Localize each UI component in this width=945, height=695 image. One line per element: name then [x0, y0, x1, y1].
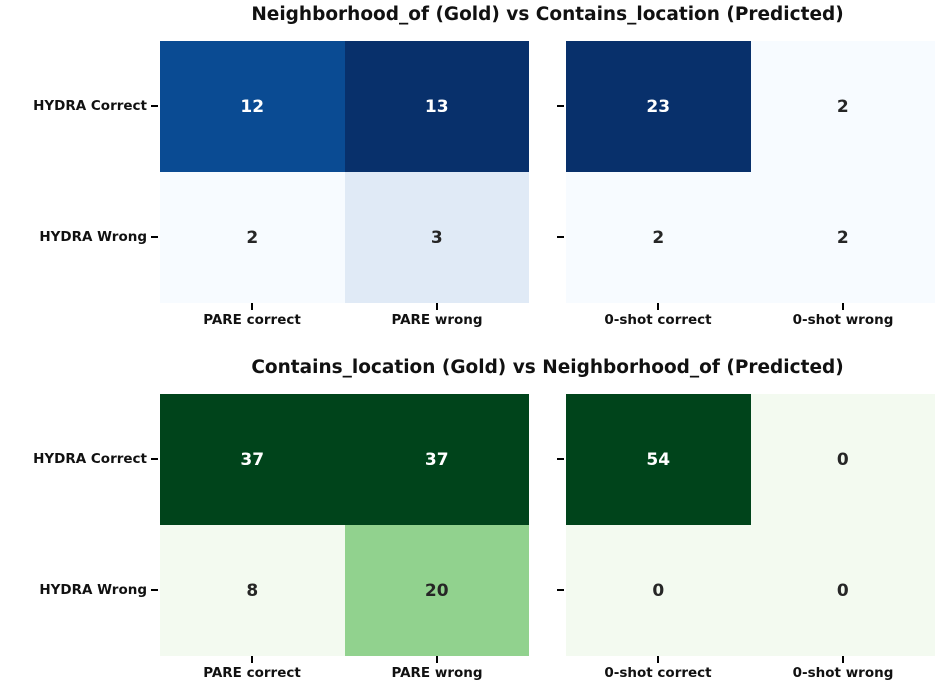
x-axis-label-0shot-wrong: 0-shot wrong: [792, 312, 894, 328]
x-tick: [436, 303, 438, 310]
heatmap-cell: 8: [160, 525, 345, 656]
y-tick: [557, 458, 564, 460]
y-axis-label-hydra-wrong: HYDRA Wrong: [39, 582, 147, 598]
heatmap-cell: 2: [566, 172, 751, 303]
x-tick: [842, 656, 844, 663]
chart-title: Neighborhood_of (Gold) vs Contains_locat…: [251, 4, 844, 25]
y-tick: [557, 105, 564, 107]
heatmap-panel-pare: 37 37 8 20: [160, 394, 529, 656]
x-tick: [251, 656, 253, 663]
y-tick: [151, 236, 158, 238]
y-tick: [151, 458, 158, 460]
x-axis-label-pare-correct: PARE correct: [203, 665, 301, 681]
confusion-chart-contains-location-gold: Contains_location (Gold) vs Neighborhood…: [0, 353, 945, 695]
heatmap-panel-0shot: 23 2 2 2: [566, 41, 935, 303]
heatmap-cell: 2: [160, 172, 345, 303]
x-axis-label-0shot-correct: 0-shot correct: [604, 312, 712, 328]
heatmap-cell: 37: [344, 394, 529, 525]
heatmap-cell: 0: [750, 394, 935, 525]
x-axis-label-0shot-correct: 0-shot correct: [604, 665, 712, 681]
x-axis-label-pare-correct: PARE correct: [203, 312, 301, 328]
y-tick: [557, 236, 564, 238]
x-axis-label-0shot-wrong: 0-shot wrong: [792, 665, 894, 681]
chart-title: Contains_location (Gold) vs Neighborhood…: [251, 357, 844, 378]
y-tick: [557, 589, 564, 591]
x-tick: [842, 303, 844, 310]
y-tick: [151, 589, 158, 591]
heatmap-cell: 2: [750, 172, 935, 303]
heatmap-cell: 12: [160, 41, 345, 172]
heatmap-cell: 23: [566, 41, 751, 172]
x-axis-label-pare-wrong: PARE wrong: [391, 665, 483, 681]
x-tick: [657, 656, 659, 663]
heatmap-cell: 2: [750, 41, 935, 172]
y-axis-label-hydra-correct: HYDRA Correct: [33, 451, 147, 467]
heatmap-cell: 0: [750, 525, 935, 656]
heatmap-cell: 54: [566, 394, 751, 525]
heatmap-panel-pare: 12 13 2 3: [160, 41, 529, 303]
x-tick: [436, 656, 438, 663]
x-tick: [251, 303, 253, 310]
heatmap-panel-0shot: 54 0 0 0: [566, 394, 935, 656]
heatmap-cell: 37: [160, 394, 345, 525]
y-axis-label-hydra-correct: HYDRA Correct: [33, 98, 147, 114]
heatmap-cell: 20: [344, 525, 529, 656]
x-tick: [657, 303, 659, 310]
y-tick: [151, 105, 158, 107]
heatmap-cell: 3: [344, 172, 529, 303]
y-axis-label-hydra-wrong: HYDRA Wrong: [39, 229, 147, 245]
confusion-chart-neighborhood-gold: Neighborhood_of (Gold) vs Contains_locat…: [0, 0, 945, 347]
x-axis-label-pare-wrong: PARE wrong: [391, 312, 483, 328]
heatmap-cell: 0: [566, 525, 751, 656]
heatmap-cell: 13: [344, 41, 529, 172]
